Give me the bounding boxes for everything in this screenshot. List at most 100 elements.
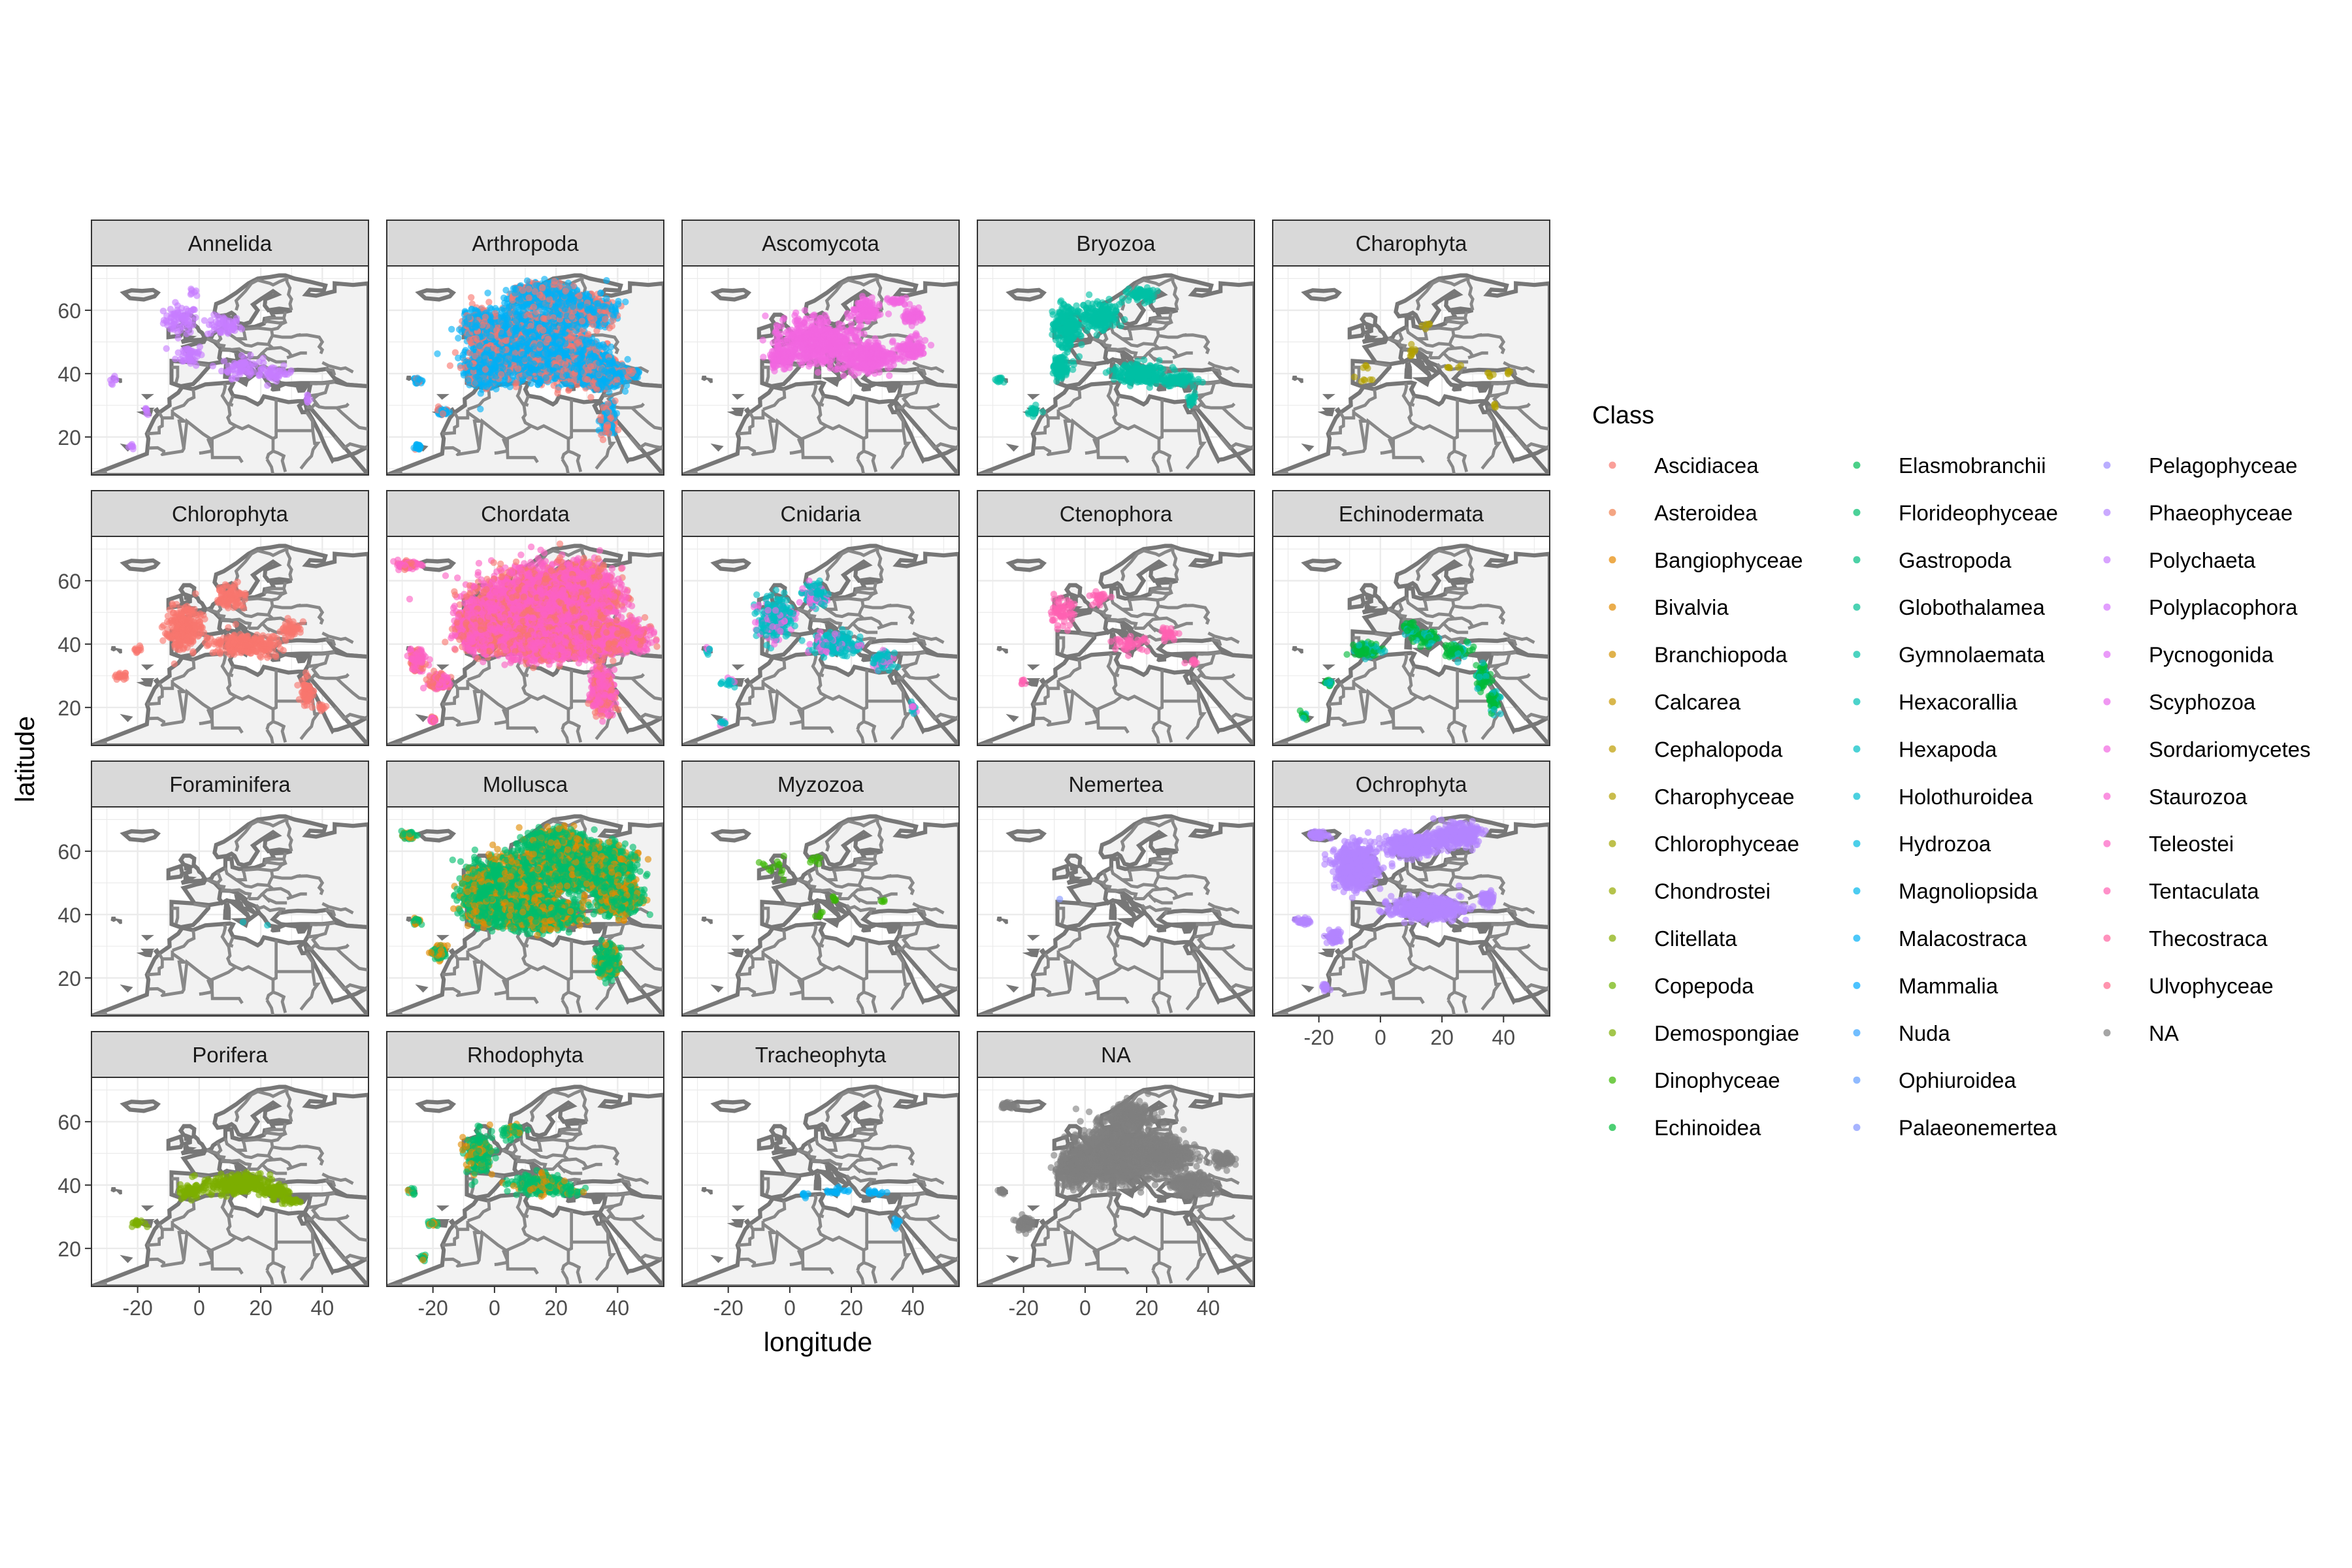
occurrence-point: [143, 407, 151, 414]
occurrence-point: [448, 325, 455, 333]
occurrence-point: [534, 351, 542, 358]
occurrence-point: [233, 315, 240, 322]
occurrence-point: [233, 375, 240, 382]
occurrence-point: [264, 382, 271, 389]
occurrence-point: [174, 349, 182, 356]
occurrence-point: [557, 359, 564, 367]
facet-strip: [91, 220, 369, 267]
occurrence-point: [434, 350, 441, 357]
occurrence-point: [562, 340, 569, 348]
occurrence-point: [525, 356, 532, 363]
occurrence-point: [514, 365, 522, 372]
occurrence-point: [179, 357, 186, 365]
occurrence-point: [512, 331, 519, 338]
occurrence-point: [531, 343, 538, 350]
occurrence-point: [164, 321, 171, 329]
occurrence-point: [265, 372, 273, 379]
occurrence-point: [247, 351, 254, 359]
occurrence-point: [187, 291, 195, 298]
occurrence-point: [159, 307, 167, 315]
occurrence-point: [237, 368, 244, 376]
occurrence-point: [163, 345, 170, 352]
occurrence-point: [214, 325, 221, 332]
panel-content: [91, 266, 368, 475]
occurrence-point: [554, 386, 562, 393]
occurrence-point: [516, 342, 524, 350]
occurrence-point: [178, 304, 186, 312]
occurrence-points: [107, 286, 314, 453]
facet-strip-label: Arthropoda: [472, 231, 579, 255]
occurrence-point: [255, 371, 263, 379]
occurrence-point: [583, 336, 590, 344]
occurrence-point: [554, 343, 561, 350]
occurrence-point: [207, 330, 214, 337]
occurrence-point: [280, 362, 287, 369]
occurrence-point: [107, 376, 114, 384]
facet-strip-label: Annelida: [188, 231, 272, 255]
occurrence-point: [218, 367, 225, 375]
panel-border: [91, 265, 369, 476]
occurrence-point: [210, 311, 218, 318]
occurrence-point: [593, 338, 600, 345]
facet-arthropoda: Arthropoda: [386, 220, 664, 476]
occurrence-point: [485, 299, 493, 306]
occurrence-point: [545, 361, 552, 368]
occurrence-point: [563, 348, 570, 355]
occurrence-point: [242, 367, 249, 374]
occurrence-point: [188, 348, 195, 355]
occurrence-point: [468, 294, 475, 301]
occurrence-point: [172, 321, 179, 328]
occurrence-point: [304, 392, 312, 399]
occurrence-point: [189, 306, 197, 313]
occurrence-point: [563, 371, 570, 379]
occurrence-point: [567, 335, 574, 342]
occurrence-point: [522, 371, 529, 378]
occurrence-point: [208, 321, 216, 329]
occurrence-point: [519, 350, 527, 358]
occurrence-point: [517, 312, 524, 319]
occurrence-point: [196, 343, 204, 350]
occurrence-point: [272, 378, 280, 385]
occurrence-point: [224, 368, 231, 375]
occurrence-point: [192, 362, 200, 369]
occurrence-point: [524, 345, 531, 352]
facet-annelida: Annelida: [91, 220, 369, 476]
occurrence-point: [192, 314, 199, 321]
occurrence-point: [568, 342, 575, 350]
occurrence-point: [172, 355, 179, 363]
occurrence-point: [534, 366, 541, 374]
occurrence-point: [562, 380, 570, 387]
facet-strip: [386, 220, 664, 267]
occurrence-point: [220, 357, 228, 365]
plot-area: Annelida Arthropoda Ascomycota Bryozoa Charo…: [10, 220, 1550, 1357]
occurrence-point: [239, 359, 247, 366]
occurrence-point: [257, 365, 265, 373]
occurrence-point: [512, 355, 519, 363]
occurrence-point: [171, 310, 178, 318]
occurrence-point: [221, 315, 228, 323]
occurrence-point: [201, 317, 208, 324]
occurrence-point: [172, 299, 179, 306]
occurrence-point: [531, 333, 538, 340]
occurrence-point: [187, 356, 194, 363]
occurrence-point: [484, 289, 491, 297]
occurrence-point: [218, 329, 225, 336]
occurrence-point: [198, 351, 205, 359]
occurrence-point: [177, 327, 184, 334]
occurrence-point: [553, 372, 561, 379]
occurrence-point: [513, 379, 520, 386]
occurrence-point: [185, 318, 193, 325]
occurrence-point: [451, 349, 459, 356]
occurrence-point: [259, 355, 267, 362]
occurrence-point: [209, 363, 216, 370]
occurrence-point: [536, 341, 544, 348]
occurrence-point: [227, 318, 234, 325]
occurrence-point: [542, 374, 549, 382]
occurrence-point: [184, 325, 191, 333]
occurrence-point: [544, 335, 552, 343]
occurrence-points: [410, 276, 643, 453]
occurrence-point: [247, 370, 255, 377]
panel-content: [387, 266, 664, 475]
facet-panels: Annelida Arthropoda Ascomycota Bryozoa Charo…: [91, 220, 1550, 1287]
occurrence-point: [174, 335, 182, 342]
